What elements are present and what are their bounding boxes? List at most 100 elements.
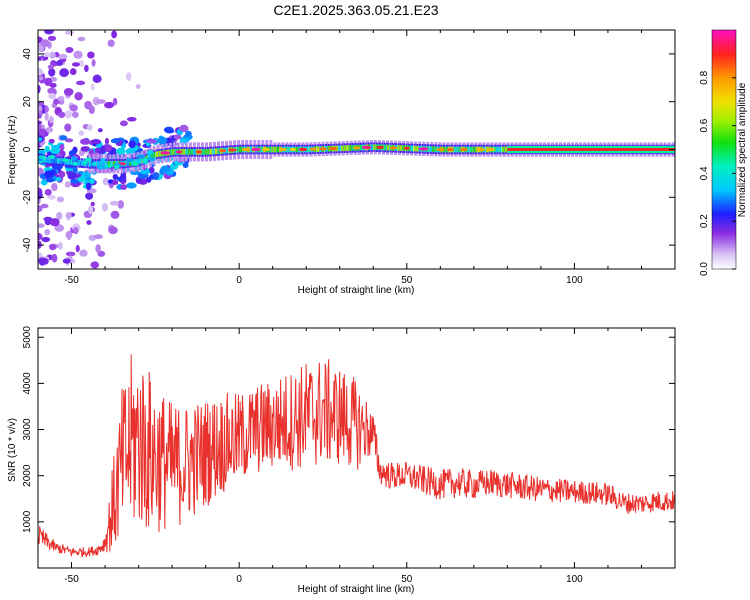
spectrogram-ridge <box>217 148 220 154</box>
snr-ylabel: SNR (10 * v/v) <box>7 418 18 482</box>
spectrogram-ridge <box>432 146 435 153</box>
spectrogram-ridge <box>188 149 191 155</box>
spectrogram-blob <box>100 158 106 163</box>
spectrogram-blob <box>146 150 154 155</box>
snr-panel: -50 0 50 100 5000 4000 3000 2000 1000 Height of … <box>7 326 676 595</box>
spectrogram-ridge <box>99 160 102 167</box>
spectrogram-noise-cell <box>104 137 109 145</box>
spectrogram-ridge <box>147 154 151 161</box>
spectrogram-ridge <box>416 145 419 152</box>
spectrogram-ridge <box>225 147 228 154</box>
spectrogram-noise-cell <box>107 39 115 48</box>
spectrogram-noise-cell <box>128 140 136 149</box>
spectrogram-ylabel: Frequency (Hz) <box>7 116 18 185</box>
spectrogram-noise-cell <box>41 236 51 243</box>
spectrogram-noise-cell <box>48 68 56 77</box>
spectrogram-ticks: -50 0 50 100 40 20 0 -20 -40 <box>22 30 676 286</box>
spectrogram-xtick-label: 0 <box>236 275 242 286</box>
spectrogram-ridge <box>86 160 89 167</box>
spectrogram-ytick-label: -40 <box>22 237 33 252</box>
spectrogram-noise-cell <box>111 30 117 39</box>
spectrogram-noise-cell <box>71 62 81 67</box>
spectrogram-ridge <box>410 145 414 152</box>
spectrogram-noise-cell <box>75 244 80 253</box>
spectrogram-peak-cell <box>403 146 410 150</box>
spectrogram-ridge <box>43 156 46 163</box>
spectrogram-blob <box>113 165 120 170</box>
spectrogram-noise-cell <box>87 124 93 131</box>
spectrogram-ridge <box>59 158 62 164</box>
spectrogram-noise-cell <box>126 116 137 122</box>
spectrogram-ridge <box>54 157 57 164</box>
snr-frame <box>37 327 676 569</box>
spectrogram-noise-cell <box>47 35 57 41</box>
figure-title: C2E1.2025.363.05.21.E23 <box>273 2 438 18</box>
spectrogram-peak-cell <box>485 147 496 152</box>
spectrogram-noise-cell <box>49 51 56 59</box>
spectrogram-ridge <box>400 145 403 151</box>
spectrogram-noise-cell <box>140 169 151 175</box>
spectrogram-ridge <box>341 145 344 152</box>
spectrogram-noise-cell <box>77 36 86 42</box>
spectrogram-ridge <box>370 144 373 151</box>
spectrogram-ridge <box>156 151 159 158</box>
spectrogram-noise-cell <box>116 147 126 155</box>
spectrogram-noise-cell <box>57 111 66 118</box>
spectrogram-ridge <box>70 159 73 165</box>
spectrogram-peak-cell <box>278 147 287 152</box>
spectrogram-noise-cell <box>64 138 74 143</box>
spectrogram-ridge <box>110 160 113 167</box>
spectrogram-noise-cell <box>85 192 94 200</box>
spectrogram-noise-cell <box>51 253 58 263</box>
spectrogram-ridge <box>78 160 81 166</box>
spectrogram-noise-cell <box>59 135 68 141</box>
spectrogram-noise-cell <box>185 130 192 136</box>
spectrogram-ridge <box>397 145 400 151</box>
colorbar-tick-label: 0.4 <box>699 166 710 180</box>
spectrogram-noise-cell <box>59 68 70 77</box>
spectrogram-ridge <box>150 153 153 160</box>
spectrogram-ridge <box>260 146 263 153</box>
spectrogram-noise-cell <box>57 96 65 102</box>
spectrogram-noise-cell <box>69 68 77 76</box>
spectrogram-noise-cell <box>135 176 142 184</box>
spectrogram-ridge <box>212 148 215 155</box>
spectrogram-noise-cell <box>85 182 92 191</box>
spectrogram-ridge <box>153 152 156 159</box>
snr-xtick-label: 50 <box>401 574 413 585</box>
spectrogram-noise-cell <box>79 249 88 257</box>
spectrogram-noise-cell <box>87 205 94 214</box>
spectrogram-noise-cell <box>80 138 91 145</box>
spectrogram-ridge <box>249 146 253 153</box>
spectrogram-noise-cell <box>64 181 72 188</box>
spectrogram-ridge <box>316 146 320 152</box>
spectrogram-noise-cell <box>38 142 41 150</box>
spectrogram-ytick-label: 40 <box>22 48 33 60</box>
spectrogram-xtick-label: 50 <box>401 275 413 286</box>
spectrogram-noise-cell <box>99 145 106 154</box>
spectrogram-noise-cell <box>65 251 76 257</box>
spectrogram-ridge <box>499 146 502 153</box>
spectrogram-noise-cell <box>74 92 83 101</box>
spectrogram-ridge <box>88 160 92 167</box>
spectrogram-noise-cell <box>47 194 56 200</box>
spectrogram-peak-cell <box>241 147 251 152</box>
spectrogram-peak-cell <box>352 146 361 150</box>
spectrogram-noise-cell <box>51 165 63 170</box>
spectrogram-peak-cell <box>298 147 308 152</box>
spectrogram-noise-cell <box>38 44 45 52</box>
spectrogram-noise-cell <box>182 162 189 168</box>
spectrogram-noise-cell <box>64 164 76 169</box>
spectrogram-noise-cell <box>65 47 74 54</box>
spectrogram-noise-cell <box>77 176 86 182</box>
spectrogram-peak-cell <box>175 150 183 154</box>
spectrogram-ridge <box>107 160 110 167</box>
spectrogram-noise-cell <box>38 101 45 106</box>
spectrogram-ridge <box>209 148 212 155</box>
spectrogram-ridge <box>276 146 279 153</box>
spectrogram-panel: -50 0 50 100 40 20 0 -20 -40 Height of straight … <box>7 29 676 296</box>
spectrogram-ridge <box>204 149 207 155</box>
spectrogram-noise-cell <box>160 165 170 173</box>
spectrogram-ridge <box>169 149 172 156</box>
